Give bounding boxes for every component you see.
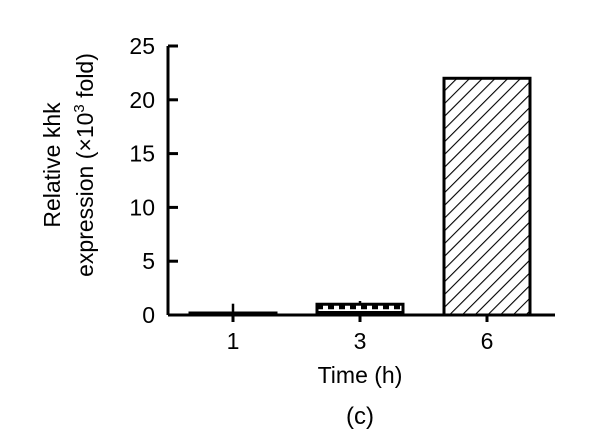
bar [188, 311, 278, 317]
bar [442, 76, 532, 317]
x-tick-label: 3 [354, 328, 367, 354]
y-axis-title-prefix: expression (×10 [72, 113, 98, 277]
y-tick-label: 0 [142, 302, 155, 328]
y-axis-title-suffix: fold) [72, 53, 98, 104]
y-tick-label: 5 [142, 248, 155, 274]
y-tick-label: 10 [129, 194, 155, 220]
bar-group [315, 301, 405, 317]
y-ticks: 0 5 10 15 20 25 [129, 33, 178, 328]
figure-caption: (c) [346, 403, 374, 430]
x-ticks: 1 3 6 [227, 315, 494, 354]
y-axis-title-line1: Relative khk [39, 102, 65, 228]
bars [188, 76, 532, 317]
y-tick-label: 25 [129, 33, 155, 59]
y-tick-label: 20 [129, 87, 155, 113]
bar-group [188, 303, 278, 317]
x-tick-label: 1 [227, 328, 240, 354]
x-tick-label: 6 [481, 328, 494, 354]
y-tick-label: 15 [129, 141, 155, 167]
y-axis-title-superscript: 3 [71, 104, 88, 112]
bar-group [442, 76, 532, 317]
x-axis-title: Time (h) [318, 362, 403, 388]
y-axis-title-line2: expression (×103 fold) [71, 53, 98, 277]
